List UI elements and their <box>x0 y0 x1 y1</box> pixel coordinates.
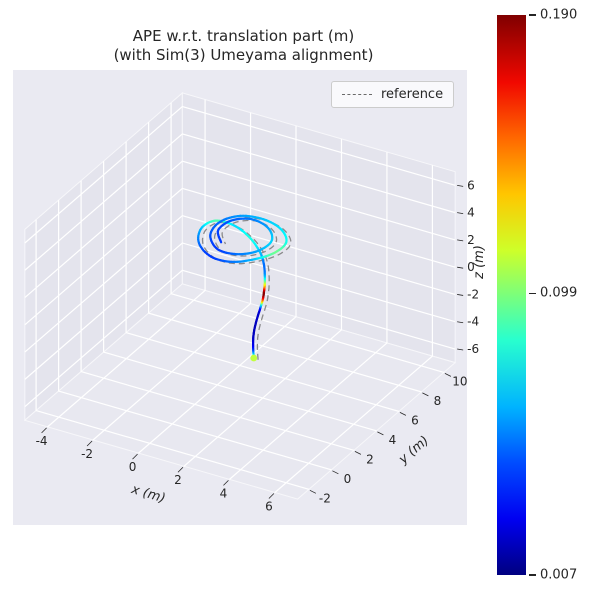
tick-label: 6 <box>467 178 475 192</box>
tick-label: 2 <box>366 452 374 466</box>
tick-label: 4 <box>467 206 475 220</box>
chart-title-line1: APE w.r.t. translation part (m) <box>132 27 355 45</box>
colorbar-tick-label: 0.190 <box>540 7 578 23</box>
tick-label: -2 <box>81 447 93 461</box>
colorbar-tick-dash <box>529 14 536 16</box>
colorbar-tick-dash <box>529 292 536 295</box>
grid-lines <box>24 99 456 493</box>
chart-title-line2: (with Sim(3) Umeyama alignment) <box>113 46 374 64</box>
tick-label: 6 <box>411 413 419 427</box>
estimate-trajectory <box>197 214 288 362</box>
tick-label: -2 <box>319 491 331 505</box>
tick-label: 0 <box>344 472 352 486</box>
tick-label: 4 <box>389 433 397 447</box>
tick-label: 2 <box>174 473 182 487</box>
colorbar-gradient <box>497 15 526 575</box>
tick-label: 10 <box>452 374 467 388</box>
tick-label: 8 <box>434 394 442 408</box>
colorbar-tick-dash <box>529 574 536 576</box>
tick-label: -4 <box>36 434 48 448</box>
legend: reference <box>331 81 455 108</box>
tick-label: 2 <box>467 233 475 247</box>
tick-label: 6 <box>265 499 273 513</box>
trajectory-start-marker <box>250 354 258 362</box>
legend-item-reference: reference <box>381 87 444 102</box>
tick-label: 0 <box>467 260 475 274</box>
tick-label: 4 <box>220 486 228 500</box>
tick-label: 0 <box>129 460 137 474</box>
tick-label: -4 <box>467 315 479 329</box>
chart-title: APE w.r.t. translation part (m) (with Si… <box>0 27 487 65</box>
colorbar-tick-label: 0.007 <box>540 567 578 583</box>
tick-label: -2 <box>467 287 479 301</box>
colorbar-tick-label: 0.099 <box>540 285 578 301</box>
reference-dashed-line-icon <box>342 94 372 95</box>
tick-label: -6 <box>467 342 479 356</box>
z-axis-label: z (m) <box>472 245 487 280</box>
